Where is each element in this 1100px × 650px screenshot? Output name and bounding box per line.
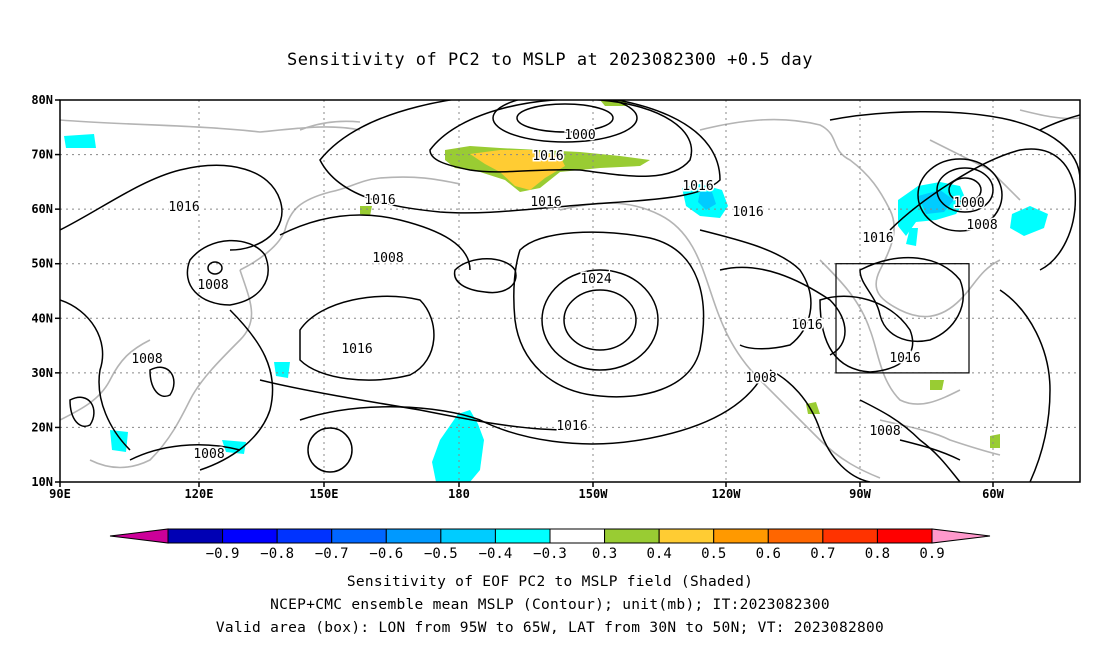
map-frame [59, 99, 1081, 483]
valid-area-box [835, 263, 970, 374]
lon-tick-label: 180 [448, 487, 470, 501]
contour-label: 1008 [966, 218, 997, 233]
colorbar-label: −0.7 [315, 546, 349, 562]
contour-label: 1016 [862, 231, 893, 246]
mslp-contours [60, 100, 1080, 482]
contour-label: 1008 [745, 371, 776, 386]
lon-tick-label: 150W [579, 487, 609, 501]
shade-negative-east-asia-patch [222, 440, 246, 454]
shade-negative-west-patch [110, 430, 128, 452]
lon-tick-label: 150E [310, 487, 339, 501]
contour-label: 1016 [530, 195, 561, 210]
contour-label: 1008 [869, 424, 900, 439]
lon-tick-label: 90W [849, 487, 871, 501]
colorbar-swatch [658, 528, 715, 544]
shade-positive-carib2 [990, 434, 1000, 448]
colorbar-label: −0.5 [424, 546, 458, 562]
colorbar-swatch [767, 528, 824, 544]
contour-label: 1008 [197, 278, 228, 293]
chart-title: Sensitivity of PC2 to MSLP at 2023082300… [286, 50, 813, 70]
contour-label: 1016 [168, 200, 199, 215]
contour-label: 1016 [889, 351, 920, 366]
colorbar-swatch [822, 528, 878, 544]
lon-tick-label: 120W [712, 487, 742, 501]
colorbar: −0.9 −0.8 −0.7 −0.6 −0.5 −0.4 −0.3 0.3 0.4 0.5 0.6… [109, 528, 991, 562]
contour-label: 1016 [791, 318, 822, 333]
contour-label: 1024 [580, 272, 611, 287]
lat-tick-label: 40N [31, 311, 53, 325]
colorbar-swatch [494, 528, 551, 544]
contour-label: 1000 [564, 128, 595, 143]
shade-positive-small3 [360, 206, 372, 216]
colorbar-label: 0.7 [810, 546, 835, 562]
lat-tick-label: 20N [31, 420, 53, 434]
contour-label: 1016 [532, 149, 563, 164]
shade-negative-small1 [274, 362, 290, 378]
colorbar-label: −0.3 [533, 546, 567, 562]
colorbar-swatch [876, 528, 933, 544]
colorbar-label: 0.8 [865, 546, 890, 562]
colorbar-label: 0.5 [701, 546, 726, 562]
colorbar-swatch [276, 528, 333, 544]
colorbar-left-tip [109, 528, 169, 544]
colorbar-swatch [549, 528, 606, 544]
lat-tick-label: 30N [31, 366, 53, 380]
shade-negative-atlantic [1010, 206, 1048, 236]
shade-positive-core [470, 150, 565, 190]
lat-tick-label: 80N [31, 93, 53, 107]
shade-positive-small [600, 100, 628, 106]
colorbar-swatch [385, 528, 442, 544]
contour-label: 1000 [953, 196, 984, 211]
colorbar-label: −0.9 [206, 546, 240, 562]
colorbar-label: −0.4 [479, 546, 513, 562]
latitude-axis: 80N 70N 60N 50N 40N 30N 20N 10N [31, 93, 60, 489]
contour-label: 1016 [556, 419, 587, 434]
sensitivity-shading [64, 100, 1048, 482]
lat-tick-label: 50N [31, 257, 53, 271]
colorbar-label: 0.3 [592, 546, 617, 562]
caption-contour: NCEP+CMC ensemble mean MSLP (Contour); u… [270, 597, 830, 613]
shade-positive-carib1 [806, 402, 820, 414]
contour-label: 1016 [364, 193, 395, 208]
longitude-axis: 90E 120E 150E 180 150W 120W 90W 60W [49, 482, 1005, 501]
colorbar-swatch [440, 528, 496, 544]
colorbar-label: −0.6 [369, 546, 403, 562]
shade-negative-small2 [906, 228, 918, 246]
lat-tick-label: 60N [31, 202, 53, 216]
contour-label: 1016 [341, 342, 372, 357]
lon-tick-label: 120E [185, 487, 214, 501]
contour-label: 1008 [372, 251, 403, 266]
lat-tick-label: 10N [31, 475, 53, 489]
contour-label: 1008 [193, 447, 224, 462]
contour-label: 1016 [682, 179, 713, 194]
contour-label: 1008 [131, 352, 162, 367]
caption-valid-area: Valid area (box): LON from 95W to 65W, L… [215, 620, 885, 636]
shade-negative-alaska-core [698, 192, 716, 210]
colorbar-label: −0.8 [260, 546, 294, 562]
colorbar-swatch [167, 528, 224, 544]
lon-tick-label: 60W [982, 487, 1004, 501]
colorbar-swatch [713, 528, 769, 544]
colorbar-label: 0.6 [756, 546, 781, 562]
shade-negative-labrador-core [918, 190, 954, 214]
gridlines [60, 100, 1080, 482]
colorbar-label: 0.9 [919, 546, 944, 562]
colorbar-label: 0.4 [646, 546, 671, 562]
colorbar-swatch [331, 528, 387, 544]
shade-positive-small4 [930, 380, 944, 390]
lat-tick-label: 70N [31, 148, 53, 162]
caption-shading: Sensitivity of EOF PC2 to MSLP field (Sh… [346, 574, 754, 590]
colorbar-right-tip [931, 528, 991, 544]
colorbar-swatch [222, 528, 278, 544]
coastlines [60, 109, 1080, 479]
shade-negative-pacific-south [432, 410, 484, 482]
colorbar-swatch [604, 528, 660, 544]
contour-label: 1016 [732, 205, 763, 220]
shade-negative-nw-patch [64, 134, 96, 148]
lon-tick-label: 90E [49, 487, 71, 501]
